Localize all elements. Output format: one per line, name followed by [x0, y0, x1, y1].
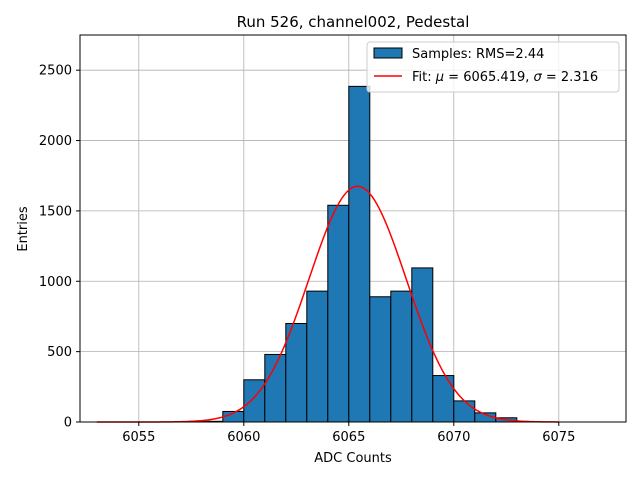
y-tick-label: 1500: [39, 204, 72, 219]
x-axis-ticks: 6055 6060 6065 6070 6075: [122, 422, 575, 445]
legend: Samples: RMS=2.44 Fit: μ = 6065.419, σ =…: [366, 41, 620, 93]
x-tick-label: 6055: [122, 430, 155, 445]
y-tick-label: 1000: [39, 275, 72, 290]
histogram-bar: [348, 85, 371, 423]
histogram-bar: [432, 375, 455, 423]
x-axis-label: ADC Counts: [314, 451, 392, 466]
histogram-bar: [243, 379, 266, 423]
plot-frame: [79, 34, 627, 423]
histogram-bar: [390, 290, 413, 423]
x-tick-label: 6070: [437, 430, 470, 445]
histogram-bars: [201, 85, 518, 423]
y-tick-label: 2000: [39, 134, 72, 149]
histogram-bar: [285, 322, 308, 423]
x-tick-label: 6060: [227, 430, 260, 445]
x-tick-label: 6075: [542, 430, 575, 445]
legend-box: [366, 41, 620, 93]
legend-fit-label: Fit: μ = 6065.419, σ = 2.316: [412, 70, 598, 85]
chart-title: Run 526, channel002, Pedestal: [237, 13, 470, 31]
legend-histogram-swatch: [373, 47, 403, 59]
histogram-bar: [306, 290, 329, 423]
histogram-bar: [453, 400, 476, 423]
legend-histogram-label: Samples: RMS=2.44: [412, 47, 544, 62]
x-tick-label: 6065: [332, 430, 365, 445]
y-tick-label: 0: [64, 416, 72, 431]
y-tick-label: 500: [47, 345, 72, 360]
y-axis-label: Entries: [16, 206, 31, 252]
histogram-bar: [369, 296, 392, 423]
y-axis-ticks: 0 500 1000 1500 2000 2500: [39, 64, 80, 431]
y-tick-label: 2500: [39, 64, 72, 79]
histogram-bar: [327, 204, 350, 423]
